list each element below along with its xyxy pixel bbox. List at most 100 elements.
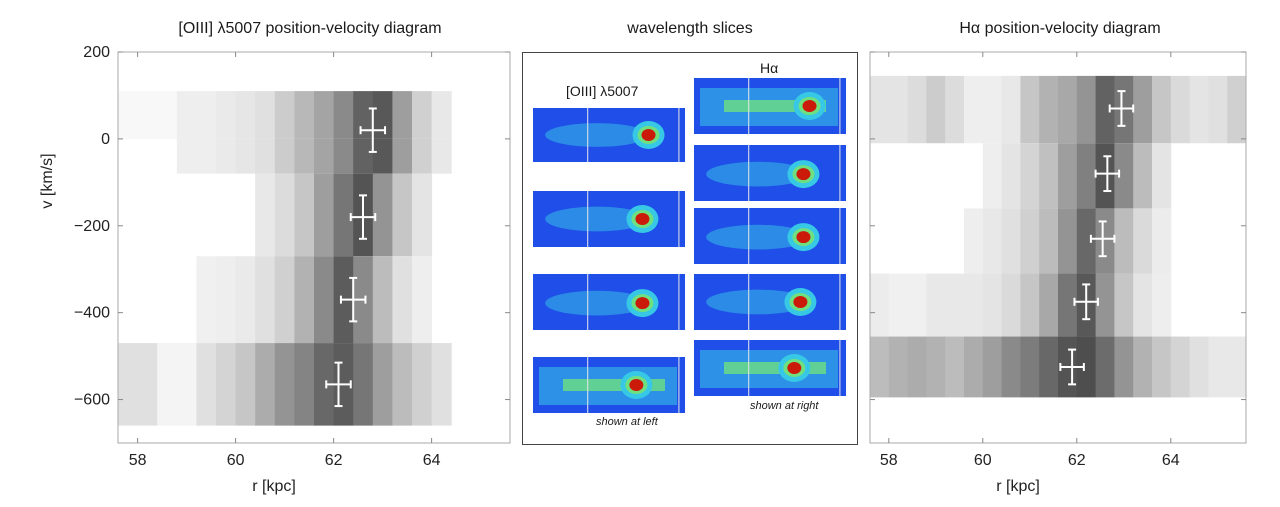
intensity-cell xyxy=(372,138,393,174)
y-axis-label: v [km/s] xyxy=(39,153,56,208)
intensity-cell xyxy=(294,343,315,426)
y-tick-label: 0 xyxy=(101,131,110,148)
intensity-cell xyxy=(982,336,1003,398)
intensity-cell xyxy=(1208,336,1247,398)
x-tick-label: 58 xyxy=(880,452,898,469)
intensity-cell xyxy=(314,173,335,257)
intensity-cell xyxy=(431,138,452,174)
x-tick-label: 60 xyxy=(227,452,245,469)
intensity-cell xyxy=(982,75,1003,144)
intensity-cell xyxy=(274,91,295,139)
intensity-cell xyxy=(392,91,413,139)
right-note: shown at right xyxy=(750,400,819,412)
intensity-cell xyxy=(333,138,354,174)
right-chart-title: Hα position-velocity diagram xyxy=(959,20,1161,37)
intensity-cell xyxy=(216,91,237,139)
slice-tile xyxy=(533,274,685,330)
intensity-cell xyxy=(1058,273,1078,337)
x-tick-label: 64 xyxy=(423,452,441,469)
intensity-cell xyxy=(372,91,393,139)
slice-core xyxy=(635,297,650,310)
intensity-cell xyxy=(372,173,393,257)
intensity-cell xyxy=(1095,336,1115,398)
slice-emission xyxy=(545,206,649,232)
intensity-cell xyxy=(982,208,1003,274)
y-tick-label: −200 xyxy=(74,218,110,235)
intensity-cell xyxy=(294,173,315,257)
intensity-cell xyxy=(1095,75,1115,144)
intensity-cell xyxy=(1001,336,1021,398)
slice-emission xyxy=(706,161,810,187)
intensity-cell xyxy=(926,273,984,337)
intensity-cell xyxy=(1058,208,1078,274)
x-tick-label: 62 xyxy=(1068,452,1086,469)
intensity-cell xyxy=(314,343,335,426)
oiii-slices-label: [OIII] λ5007 xyxy=(566,83,639,99)
intensity-cell xyxy=(1133,336,1153,398)
intensity-cell xyxy=(1152,273,1172,337)
intensity-cell xyxy=(392,256,413,344)
intensity-cell xyxy=(1095,143,1115,209)
x-tick-label: 62 xyxy=(325,452,343,469)
slice-emission xyxy=(545,123,649,147)
intensity-cell xyxy=(1114,208,1134,274)
intensity-cell xyxy=(964,208,984,274)
intensity-cell xyxy=(314,256,335,344)
intensity-cell xyxy=(1001,208,1021,274)
intensity-cell xyxy=(1114,273,1134,337)
data-point xyxy=(339,276,367,323)
data-point xyxy=(349,194,377,240)
intensity-cell xyxy=(353,343,374,426)
slices-title: wavelength slices xyxy=(627,20,753,37)
intensity-cell xyxy=(1001,143,1021,209)
oiii-pv-chart: 200 0 −200 −400 −600 58 60 62 64 r [kpc] v [km/s] xyxy=(39,44,511,495)
intensity-cell xyxy=(255,343,276,426)
intensity-cell xyxy=(1076,208,1097,274)
intensity-cell xyxy=(1095,208,1115,274)
data-point xyxy=(1059,348,1085,386)
intensity-cell xyxy=(1227,75,1247,144)
intensity-cell xyxy=(926,336,946,398)
intensity-cell xyxy=(1133,273,1153,337)
intensity-cell xyxy=(333,91,354,139)
intensity-cell xyxy=(1114,336,1134,398)
intensity-cell xyxy=(431,343,452,426)
data-point xyxy=(1073,283,1099,321)
intensity-cell xyxy=(333,173,354,257)
intensity-cell xyxy=(1058,75,1078,144)
data-point xyxy=(359,107,387,153)
intensity-cell xyxy=(1114,143,1134,209)
slice-core xyxy=(796,168,811,181)
slice-core xyxy=(635,213,650,225)
left-note: shown at left xyxy=(596,416,658,428)
intensity-cell xyxy=(392,138,413,174)
intensity-cell xyxy=(294,256,315,344)
intensity-cell xyxy=(412,138,433,174)
x-axis-label: r [kpc] xyxy=(252,478,296,495)
intensity-cell xyxy=(982,273,1003,337)
x-axis-label: r [kpc] xyxy=(996,478,1040,495)
intensity-cell xyxy=(196,138,217,174)
slice-core xyxy=(629,379,644,391)
intensity-cell xyxy=(1020,273,1040,337)
data-point xyxy=(325,361,352,408)
intensity-cell xyxy=(235,91,256,139)
intensity-cell xyxy=(1020,143,1040,209)
intensity-cell xyxy=(964,336,984,398)
intensity-cell xyxy=(1170,336,1191,398)
intensity-cell xyxy=(907,75,927,144)
intensity-cell xyxy=(176,91,197,139)
halpha-slices-label: Hα xyxy=(760,60,779,76)
intensity-cell xyxy=(1095,273,1115,337)
y-tick-label: −600 xyxy=(74,392,110,409)
intensity-cell xyxy=(870,75,909,144)
intensity-cell xyxy=(1001,273,1021,337)
left-chart-title: [OIII] λ5007 position-velocity diagram xyxy=(178,20,442,37)
intensity-cell xyxy=(216,343,237,426)
intensity-cell xyxy=(294,91,315,139)
intensity-cell xyxy=(412,343,433,426)
intensity-cell xyxy=(1076,75,1097,144)
plot-frame xyxy=(869,51,1247,444)
